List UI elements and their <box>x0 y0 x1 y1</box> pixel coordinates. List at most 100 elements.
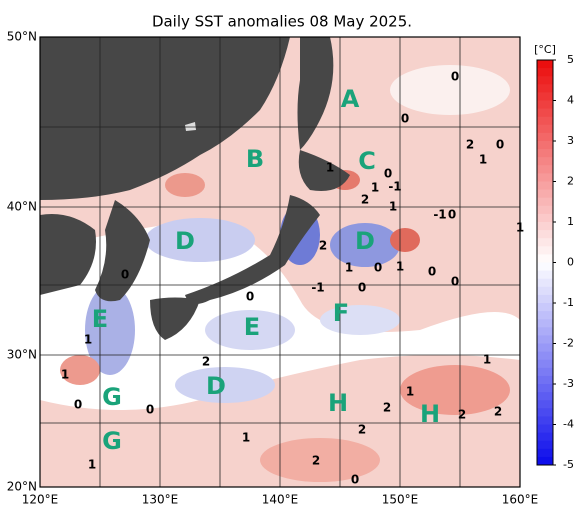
contour-label: 1 <box>479 153 487 167</box>
contour-label: 2 <box>319 239 327 253</box>
colorbar-step <box>537 440 553 450</box>
lon-label: 120°E <box>22 493 59 507</box>
colorbar-step <box>537 456 553 466</box>
colorbar-step <box>537 303 553 312</box>
lat-label: 20°N <box>7 480 37 494</box>
contour-label: 1 <box>483 353 491 367</box>
contour-label: 1 <box>371 181 379 195</box>
region-letter: E <box>92 305 108 333</box>
region-letter: H <box>420 400 440 428</box>
colorbar-step <box>537 124 553 134</box>
lat-label: 50°N <box>7 30 37 44</box>
colorbar-step <box>537 76 553 85</box>
contour-label: 0 <box>401 112 409 126</box>
contour-label: 0 <box>74 398 82 412</box>
colorbar-tick-label: 4 <box>567 94 574 107</box>
colorbar-step <box>537 335 553 344</box>
region-letter: D <box>206 372 226 400</box>
colorbar-step <box>537 278 553 288</box>
colorbar-step <box>537 197 553 207</box>
region-letter: E <box>244 313 260 341</box>
colorbar-step <box>537 327 553 336</box>
region-letter: A <box>341 85 360 113</box>
contour-label: 2 <box>202 355 210 369</box>
colorbar-step <box>537 173 553 182</box>
contour-label: 1 <box>242 431 250 445</box>
colorbar-step <box>537 375 553 385</box>
region-letter: D <box>175 227 195 255</box>
colorbar-step <box>537 189 553 199</box>
map-title: Daily SST anomalies 08 May 2025. <box>152 13 412 31</box>
region-letter: H <box>328 389 348 417</box>
colorbar-step <box>537 262 553 272</box>
colorbar-step <box>537 254 553 263</box>
colorbar-tick-label: -3 <box>563 377 574 390</box>
contour-label: 1 <box>389 200 397 214</box>
colorbar-step <box>537 92 553 101</box>
colorbar-step <box>537 84 553 93</box>
colorbar-tick-label: 2 <box>567 175 574 188</box>
colorbar-unit: [°C] <box>534 43 556 56</box>
region-letter: C <box>358 147 376 175</box>
contour-label: 0 <box>451 70 459 84</box>
contour-label: 1 <box>88 458 96 472</box>
contour-label: 1 <box>326 161 334 175</box>
region-letter: G <box>102 427 122 455</box>
colorbar-step <box>537 392 553 401</box>
colorbar-step <box>537 165 553 174</box>
colorbar-step <box>537 343 553 353</box>
contour-label: 0 <box>246 290 254 304</box>
colorbar-step <box>537 408 553 417</box>
colorbar-tick-label: -4 <box>563 418 574 431</box>
contour-label: 1 <box>84 333 92 347</box>
colorbar-step <box>537 319 553 328</box>
contour-label: 0 <box>451 275 459 289</box>
contour-label: 0 <box>496 138 504 152</box>
contour-label: 0 <box>384 167 392 181</box>
colorbar-step <box>537 416 553 425</box>
colorbar-tick-label: 0 <box>567 256 574 269</box>
lat-label: 40°N <box>7 200 37 214</box>
contour-label: 2 <box>458 408 466 422</box>
colorbar-step <box>537 141 553 150</box>
contour-label: -1 <box>311 281 324 295</box>
colorbar-tick-label: 5 <box>567 53 574 66</box>
colorbar-step <box>537 400 553 409</box>
colorbar-step <box>537 270 553 280</box>
contour-label: 2 <box>494 405 502 419</box>
colorbar-tick-label: -5 <box>563 458 574 471</box>
colorbar-step <box>537 116 553 126</box>
colorbar-step <box>537 294 553 304</box>
lon-label: 140°E <box>262 493 299 507</box>
colorbar-step <box>537 181 553 191</box>
contour-label: 0 <box>121 268 129 282</box>
contour-label: -1 <box>388 180 401 194</box>
colorbar-tick-label: 1 <box>567 215 574 228</box>
colorbar-step <box>537 311 553 320</box>
contour-label: 1 <box>406 385 414 399</box>
colorbar-step <box>537 432 553 442</box>
colorbar-step <box>537 448 553 458</box>
colorbar-step <box>537 424 553 434</box>
region-letter: D <box>355 227 375 255</box>
contour-label: 0 <box>351 473 359 487</box>
colorbar-step <box>537 351 553 361</box>
colorbar-step <box>537 205 553 215</box>
contour-label: 0 <box>374 261 382 275</box>
contour-label: 2 <box>466 138 474 152</box>
lon-label: 130°E <box>142 493 179 507</box>
lon-label: 150°E <box>382 493 419 507</box>
contour-label: -1 <box>433 208 446 222</box>
colorbar-step <box>537 157 553 166</box>
colorbar-step <box>537 359 553 369</box>
colorbar: -5 -4 -3 -2 -1 0 1 2 3 4 5 <box>536 53 574 471</box>
contour-label: 1 <box>345 261 353 275</box>
colorbar-tick-label: -2 <box>563 337 574 350</box>
colorbar-tick-label: 3 <box>567 134 574 147</box>
colorbar-step <box>537 384 553 393</box>
map-frame <box>39 36 521 488</box>
contour-label: 2 <box>383 401 391 415</box>
